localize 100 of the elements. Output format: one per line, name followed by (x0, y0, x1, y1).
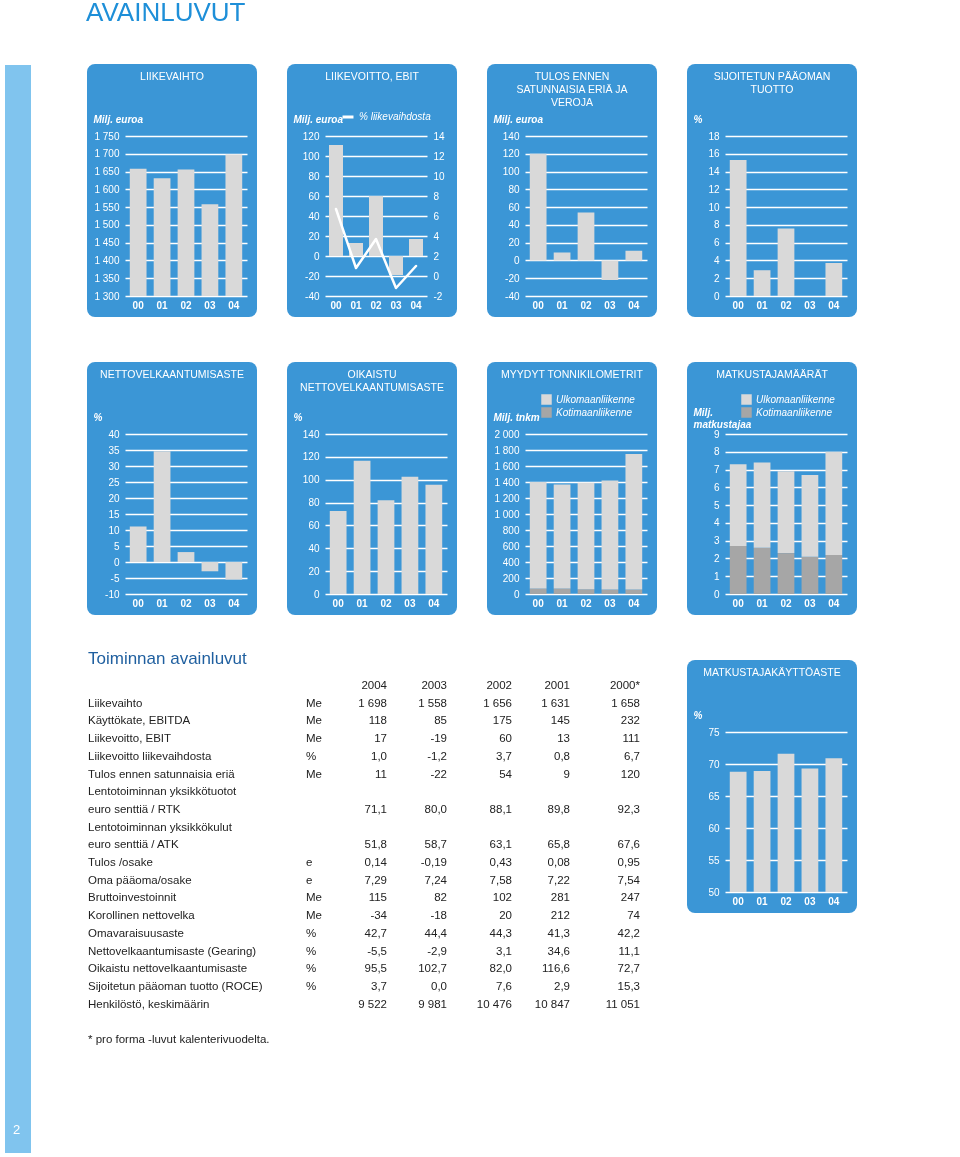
text: Toiminnan avainluvut (88, 649, 248, 668)
y-tick-label: -20 (305, 270, 320, 282)
legend-label: Ulkomaanliikenne (556, 393, 636, 405)
y-tick-label: 200 (502, 572, 520, 584)
y-tick-label: 80 (308, 170, 320, 182)
y-axis-title: Milj. euroa (493, 113, 544, 125)
category-label: Me (306, 767, 322, 780)
y-tick-label: 20 (508, 237, 520, 249)
y-tick-label: 60 (308, 190, 320, 202)
bar (529, 482, 547, 589)
x-tick-label: 04 (228, 597, 240, 609)
y-tick-label: 1 400 (494, 476, 520, 488)
y-tick-label: 2 000 (494, 428, 520, 440)
chart-title: TULOS ENNEN SATUNNAISIA ERIÄ JA VEROJA (516, 70, 628, 108)
y2-tick-label: 2 (433, 250, 440, 262)
y-tick-label: 14 (708, 166, 720, 178)
y-axis-title: % (693, 709, 703, 721)
bar (201, 562, 219, 572)
text: 9 981 (418, 997, 447, 1010)
y-tick-label: 0 (513, 588, 520, 600)
x-tick-label: 04 (228, 299, 240, 311)
bar (729, 546, 747, 594)
text: -2,9 (427, 944, 447, 957)
text: 2 (13, 1122, 21, 1137)
y-tick-label: 1 400 (94, 254, 120, 266)
y-tick-label: 55 (708, 854, 720, 866)
bar (401, 476, 419, 594)
bar (825, 451, 843, 555)
category-label: Liikevoitto, EBIT (88, 732, 172, 745)
y-tick-label: 3 (713, 535, 720, 547)
y-tick-label: 0 (713, 290, 720, 302)
y-tick-label: 9 (713, 428, 720, 440)
y-tick-label: 1 600 (494, 460, 520, 472)
bar (753, 270, 771, 296)
text: 0,95 (617, 856, 640, 868)
x-tick-label: 02 (180, 299, 192, 311)
bar (409, 239, 423, 256)
text: 9 (563, 767, 570, 780)
text: 1 558 (418, 696, 447, 709)
text: 71,1 (364, 802, 387, 815)
chart-title: LIIKEVOITTO, EBIT (325, 70, 420, 82)
x-tick-label: 00 (732, 597, 745, 609)
x-tick-label: 01 (156, 299, 169, 311)
y-tick-label: 100 (302, 150, 320, 162)
text: 44,4 (424, 926, 447, 939)
y2-tick-label: 14 (433, 130, 446, 142)
text: 247 (620, 891, 640, 904)
bar (553, 484, 571, 589)
x-tick-label: 01 (556, 299, 569, 311)
y-tick-label: 100 (302, 474, 320, 486)
category-label: Korollinen nettovelka (88, 909, 195, 922)
text: 281 (550, 891, 570, 904)
y-tick-label: 5 (713, 499, 720, 511)
y-tick-label: 140 (302, 428, 320, 440)
y-tick-label: 80 (308, 497, 320, 509)
y-tick-label: 40 (308, 542, 320, 554)
x-tick-label: 02 (580, 597, 592, 609)
y-tick-label: 600 (502, 540, 520, 552)
y-tick-label: 1 300 (94, 290, 120, 302)
category-label: Henkilöstö, keskimäärin (88, 997, 210, 1010)
x-tick-label: 00 (732, 895, 745, 907)
text: 11 (375, 767, 387, 780)
y-tick-label: 8 (713, 446, 720, 458)
bar (601, 260, 619, 280)
bar (753, 547, 771, 594)
y-tick-label: 1 600 (94, 183, 120, 195)
bar (577, 589, 595, 594)
y-tick-label: 20 (308, 230, 320, 242)
category-label: Lentotoiminnan yksikkökulut (88, 820, 232, 833)
x-tick-label: 00 (732, 299, 745, 311)
category-label: Lentotoiminnan yksikkötuotot (88, 785, 237, 798)
y-tick-label: 0 (313, 250, 320, 262)
x-tick-label: 00 (132, 299, 145, 311)
y-tick-label: 60 (508, 201, 520, 213)
category-label: % (306, 926, 317, 939)
legend-label: Kotimaanliikenne (556, 406, 633, 418)
y-tick-label: 2 (713, 272, 720, 284)
x-tick-label: 02 (380, 597, 392, 609)
y-tick-label: 120 (302, 130, 320, 142)
text: 67,6 (617, 838, 640, 851)
text: -0,19 (420, 856, 447, 868)
category-label: euro senttiä / RTK (88, 802, 181, 815)
text: 82,0 (489, 962, 512, 975)
x-tick-label: 01 (556, 597, 569, 609)
y-tick-label: 1 700 (94, 148, 120, 160)
chart-title: MATKUSTAJAMÄÄRÄT (716, 368, 829, 380)
y-tick-label: 15 (108, 508, 120, 520)
y-tick-label: 400 (502, 556, 520, 568)
text: 1 658 (611, 696, 640, 709)
text: 118 (368, 714, 387, 727)
x-tick-label: 02 (180, 597, 192, 609)
y-tick-label: 25 (108, 476, 120, 488)
text: 111 (622, 732, 640, 745)
y-tick-label: 1 550 (94, 201, 120, 213)
y-tick-label: 2 (713, 552, 720, 564)
text: 7,58 (489, 873, 512, 886)
x-tick-label: 00 (330, 299, 342, 311)
bar (825, 554, 843, 594)
x-tick-label: 04 (828, 597, 840, 609)
y-tick-label: 75 (708, 726, 720, 738)
